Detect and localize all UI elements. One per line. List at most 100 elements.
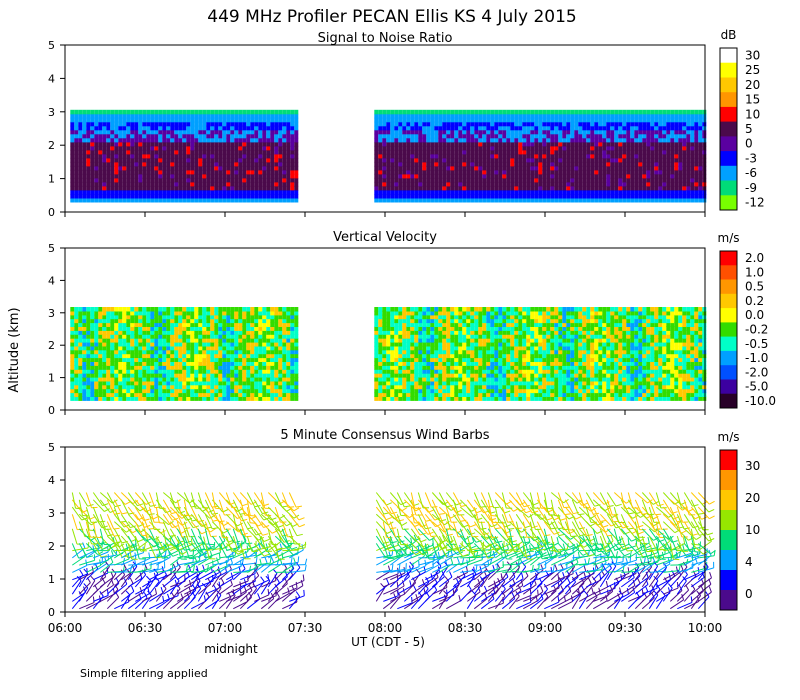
heatmap-cell <box>262 392 267 397</box>
heatmap-cell <box>558 153 563 159</box>
heatmap-cell <box>670 141 675 147</box>
heatmap-cell <box>274 121 279 127</box>
heatmap-cell <box>430 349 435 355</box>
heatmap-cell <box>234 353 239 359</box>
heatmap-cell <box>194 380 199 386</box>
heatmap-cell <box>530 161 535 167</box>
heatmap-cell <box>70 109 75 115</box>
heatmap-cell <box>230 133 235 139</box>
heatmap-cell <box>242 330 247 335</box>
heatmap-cell <box>218 349 223 355</box>
heatmap-cell <box>426 326 431 331</box>
heatmap-cell <box>210 392 215 397</box>
heatmap-cell <box>130 384 135 390</box>
heatmap-cell <box>274 314 279 320</box>
heatmap-cell <box>74 342 79 347</box>
heatmap-cell <box>682 173 687 179</box>
heatmap-cell <box>562 165 567 171</box>
heatmap-cell <box>402 133 407 139</box>
heatmap-cell <box>118 392 123 397</box>
heatmap-cell <box>158 181 163 187</box>
heatmap-cell <box>590 161 595 167</box>
heatmap-cell <box>90 314 95 320</box>
heatmap-cell <box>622 149 627 155</box>
heatmap-cell <box>394 307 399 312</box>
heatmap-cell <box>222 334 227 339</box>
heatmap-cell <box>102 145 107 151</box>
heatmap-cell <box>198 153 203 159</box>
heatmap-cell <box>222 121 227 127</box>
heatmap-cell <box>206 318 211 324</box>
heatmap-cell <box>278 117 283 123</box>
heatmap-cell <box>618 121 623 127</box>
heatmap-cell <box>150 185 155 191</box>
colorbar-swatch <box>720 106 737 123</box>
heatmap-cell <box>158 380 163 386</box>
heatmap-cell <box>570 129 575 135</box>
heatmap-cell <box>110 185 115 191</box>
heatmap-cell <box>222 314 227 320</box>
heatmap-cell <box>634 141 639 147</box>
heatmap-cell <box>230 330 235 335</box>
heatmap-cell <box>294 307 299 312</box>
heatmap-cell <box>566 194 571 199</box>
heatmap-cell <box>174 388 179 394</box>
heatmap-cell <box>610 121 615 127</box>
heatmap-cell <box>78 310 83 316</box>
heatmap-cell <box>250 137 255 143</box>
y-tick-label: 1 <box>48 173 55 186</box>
heatmap-cell <box>154 392 159 397</box>
heatmap-cell <box>114 307 119 312</box>
panel-2: Vertical Velocity012345m/s2.01.00.50.20.… <box>48 230 776 417</box>
heatmap-cell <box>266 365 271 370</box>
heatmap-cell <box>294 198 299 203</box>
heatmap-cell <box>242 125 247 131</box>
heatmap-cell <box>398 121 403 127</box>
heatmap-cell <box>218 169 223 175</box>
heatmap-cell <box>402 177 407 183</box>
heatmap-cell <box>502 165 507 171</box>
heatmap-cell <box>594 190 599 195</box>
heatmap-cell <box>90 149 95 155</box>
heatmap-cell <box>190 345 195 351</box>
heatmap-cell <box>462 133 467 139</box>
heatmap-cell <box>574 121 579 127</box>
heatmap-cell <box>226 153 231 159</box>
heatmap-cell <box>386 157 391 163</box>
heatmap-cell <box>210 133 215 139</box>
heatmap-cell <box>150 377 155 382</box>
heatmap-cell <box>134 338 139 343</box>
heatmap-cell <box>634 153 639 159</box>
heatmap-cell <box>114 153 119 159</box>
heatmap-cell <box>86 125 91 131</box>
heatmap-cell <box>398 161 403 167</box>
heatmap-cell <box>186 113 191 119</box>
heatmap-cell <box>210 314 215 320</box>
heatmap-cell <box>522 121 527 127</box>
heatmap-cell <box>242 384 247 390</box>
heatmap-cell <box>694 149 699 155</box>
heatmap-cell <box>534 145 539 151</box>
heatmap-cell <box>190 165 195 171</box>
heatmap-cell <box>490 117 495 123</box>
heatmap-cell <box>278 149 283 155</box>
heatmap-cell <box>406 326 411 331</box>
heatmap-cell <box>158 345 163 351</box>
heatmap-cell <box>258 349 263 355</box>
heatmap-cell <box>98 342 103 347</box>
heatmap-cell <box>558 109 563 115</box>
heatmap-cell <box>190 145 195 151</box>
heatmap-cell <box>390 137 395 143</box>
heatmap-cell <box>246 345 251 351</box>
heatmap-cell <box>222 392 227 397</box>
heatmap-cell <box>410 326 415 331</box>
y-axis-label: Altitude (km) <box>7 307 22 392</box>
heatmap-cell <box>590 121 595 127</box>
heatmap-cell <box>394 185 399 191</box>
heatmap-cell <box>514 109 519 115</box>
heatmap-cell <box>270 334 275 339</box>
heatmap-cell <box>474 185 479 191</box>
heatmap-cell <box>438 117 443 123</box>
heatmap-cell <box>522 198 527 203</box>
heatmap-cell <box>194 388 199 394</box>
